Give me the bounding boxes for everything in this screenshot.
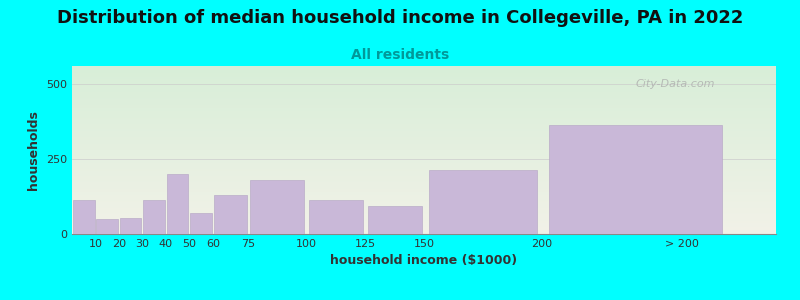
Bar [250, 180, 304, 234]
Text: All residents: All residents [351, 48, 449, 62]
Bar [120, 218, 142, 234]
Text: City-Data.com: City-Data.com [635, 80, 714, 89]
Bar [167, 174, 188, 234]
Bar [214, 195, 246, 234]
Bar [429, 169, 537, 234]
X-axis label: household income ($1000): household income ($1000) [330, 254, 518, 267]
Text: Distribution of median household income in Collegeville, PA in 2022: Distribution of median household income … [57, 9, 743, 27]
Bar [190, 213, 212, 234]
Bar [309, 200, 363, 234]
Bar [97, 219, 118, 234]
Bar [73, 200, 94, 234]
Bar [368, 206, 422, 234]
Bar [143, 200, 165, 234]
Bar [549, 124, 722, 234]
Y-axis label: households: households [27, 110, 41, 190]
